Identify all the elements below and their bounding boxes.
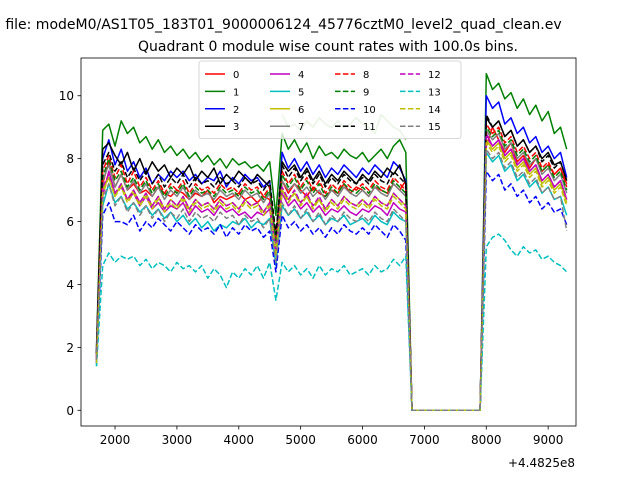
figure-suptitle: n file: modeM0/AS1T05_183T01_9000006124_…	[0, 17, 562, 33]
legend-label-1: 1	[233, 87, 239, 98]
series-line-11	[95, 113, 568, 412]
x-axis-offset-label: +4.4825e8	[508, 456, 575, 470]
series-line-2	[95, 94, 568, 412]
x-tick-label: 7000	[409, 433, 440, 447]
series-line-5	[95, 151, 568, 412]
legend-label-10: 10	[363, 105, 376, 116]
x-tick-label: 2000	[100, 433, 131, 447]
chart-title: Quadrant 0 module wise count rates with …	[138, 39, 518, 55]
series-line-6	[95, 139, 568, 412]
legend-label-8: 8	[363, 70, 369, 81]
series-line-8	[95, 123, 568, 412]
legend-label-13: 13	[428, 87, 441, 98]
legend-label-14: 14	[428, 105, 441, 116]
series-line-10	[95, 170, 568, 412]
legend-label-12: 12	[428, 70, 441, 81]
legend-box	[198, 60, 462, 139]
x-tick-label: 4000	[224, 433, 255, 447]
legend-label-0: 0	[233, 70, 239, 81]
legend-label-11: 11	[363, 122, 376, 133]
legend-label-3: 3	[233, 122, 239, 133]
series-line-13	[95, 233, 568, 412]
series-line-1	[95, 72, 568, 412]
series-line-12	[95, 135, 568, 412]
legend-label-6: 6	[298, 105, 304, 116]
y-tick-label: 10	[59, 89, 74, 103]
x-tick-label: 8000	[471, 433, 502, 447]
legend-label-4: 4	[298, 70, 304, 81]
series-line-7	[95, 129, 568, 412]
x-tick-label: 9000	[533, 433, 564, 447]
x-tick-label: 5000	[285, 433, 316, 447]
series-line-15	[95, 148, 568, 412]
y-tick-label: 8	[66, 152, 74, 166]
legend-label-7: 7	[298, 122, 304, 133]
x-tick-label: 3000	[162, 433, 193, 447]
axes-frame	[80, 57, 577, 427]
x-tick-label: 6000	[347, 433, 378, 447]
series-line-9	[95, 126, 568, 412]
legend-label-2: 2	[233, 105, 239, 116]
legend-label-5: 5	[298, 87, 304, 98]
legend-label-15: 15	[428, 122, 441, 133]
y-tick-label: 2	[66, 341, 74, 355]
legend-label-9: 9	[363, 87, 369, 98]
y-tick-label: 4	[66, 278, 74, 292]
y-tick-label: 6	[66, 215, 74, 229]
series-line-3	[95, 117, 568, 412]
series-line-14	[95, 142, 568, 412]
y-tick-label: 0	[66, 404, 74, 418]
